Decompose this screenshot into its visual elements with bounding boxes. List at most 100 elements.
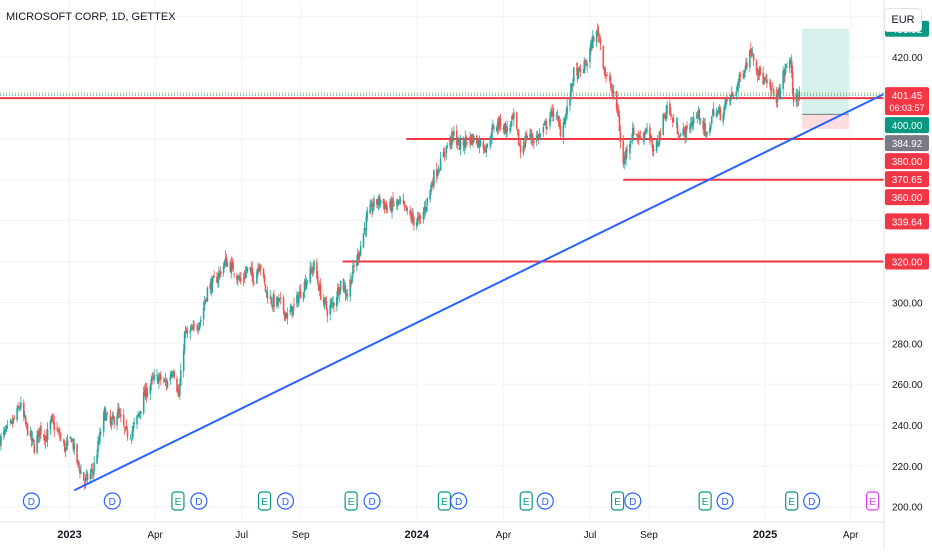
candle-body: [396, 201, 398, 205]
candle-body: [710, 116, 713, 124]
candle-body: [616, 107, 619, 110]
candle-body: [696, 116, 699, 118]
candle-body: [438, 170, 441, 171]
candle-body: [112, 415, 115, 418]
candle-body: [735, 90, 738, 95]
candle-body: [169, 376, 172, 381]
price-badge: [885, 153, 929, 170]
candle-body: [790, 60, 793, 73]
earnings-marker: [171, 491, 185, 511]
candle-body: [244, 272, 247, 278]
candle-body: [595, 30, 598, 43]
candle-body: [615, 91, 618, 109]
candle-body: [69, 436, 72, 439]
candle-body: [623, 157, 626, 164]
candle-body: [26, 424, 29, 436]
candle-body: [249, 267, 252, 271]
candle-body: [646, 129, 648, 131]
time-tick-label: 2024: [405, 529, 430, 541]
price-badges: 433.92401.4506:03:57400.00384.92380.0037…: [885, 20, 929, 270]
candle-body: [525, 134, 528, 140]
candle-body: [239, 278, 242, 282]
candle-body: [743, 73, 745, 78]
candle-body: [756, 69, 759, 75]
candle-body: [763, 79, 765, 84]
candle-body: [393, 204, 395, 206]
candle-body: [642, 138, 645, 139]
price-tick-label: 200.00: [892, 503, 923, 514]
event-marker-letter: E: [175, 497, 182, 508]
candle-body: [671, 117, 674, 123]
candle-body: [722, 114, 724, 123]
candle-body: [725, 98, 727, 104]
candle-body: [592, 36, 595, 42]
candle-body: [533, 140, 535, 143]
time-tick-label: Jul: [584, 530, 597, 541]
candle-body: [25, 422, 28, 424]
candle-body: [425, 207, 428, 211]
candle-body: [431, 185, 433, 186]
dividend-marker: [103, 492, 121, 510]
candle-body: [177, 390, 179, 392]
candle-body: [36, 435, 38, 453]
currency-button[interactable]: EUR: [884, 8, 922, 32]
candle-body: [775, 93, 778, 103]
earnings-marker: [344, 491, 358, 511]
candle-body: [784, 67, 786, 76]
candle-body: [203, 302, 206, 306]
candle-body: [322, 300, 325, 302]
candle-body: [23, 416, 26, 417]
candle-body: [538, 133, 541, 138]
candle-body: [302, 292, 305, 299]
candle-body: [210, 281, 213, 292]
candle-body: [645, 129, 647, 133]
candle-body: [278, 298, 281, 299]
trendline-layer[interactable]: [73, 93, 885, 492]
candle-body: [331, 301, 333, 303]
candle-body: [537, 134, 540, 140]
candle-body: [638, 134, 641, 138]
candle-body: [582, 71, 585, 73]
candle-body: [519, 144, 522, 153]
candle-body: [731, 92, 734, 95]
candle-body: [325, 300, 328, 309]
candle-body: [256, 271, 258, 284]
candle-body: [123, 426, 126, 428]
candle-body: [411, 214, 413, 221]
candle-body: [137, 415, 139, 416]
horizontal-levels[interactable]: [0, 92, 884, 263]
candle-body: [632, 128, 635, 135]
candle-body: [564, 115, 567, 124]
candle-body: [189, 330, 192, 333]
candle-body: [353, 265, 355, 267]
candle-body: [98, 440, 100, 442]
candle-body: [286, 313, 289, 319]
trendline[interactable]: [73, 93, 885, 492]
candle-body: [12, 418, 15, 423]
candle-body: [769, 82, 771, 84]
candle-body: [163, 380, 166, 381]
candle-body: [236, 275, 238, 280]
candle-body: [391, 199, 393, 213]
candle-body: [755, 61, 758, 71]
candle-body: [118, 409, 120, 413]
earnings-marker: [610, 491, 625, 511]
candle-body: [386, 208, 389, 210]
candle-body: [737, 82, 740, 86]
event-marker-letter: E: [702, 497, 709, 508]
candle-body: [242, 278, 245, 280]
candle-body: [549, 117, 551, 126]
candle-body: [590, 42, 592, 50]
target-zone[interactable]: [802, 28, 849, 115]
candle-body: [149, 385, 152, 394]
candle-body: [282, 297, 285, 311]
candle-body: [311, 269, 313, 273]
candle-body: [795, 94, 798, 102]
candle-body: [689, 127, 691, 130]
candle-body: [19, 406, 21, 409]
candle-body: [499, 118, 502, 128]
candle-body: [465, 136, 468, 141]
candle-body: [150, 378, 153, 385]
